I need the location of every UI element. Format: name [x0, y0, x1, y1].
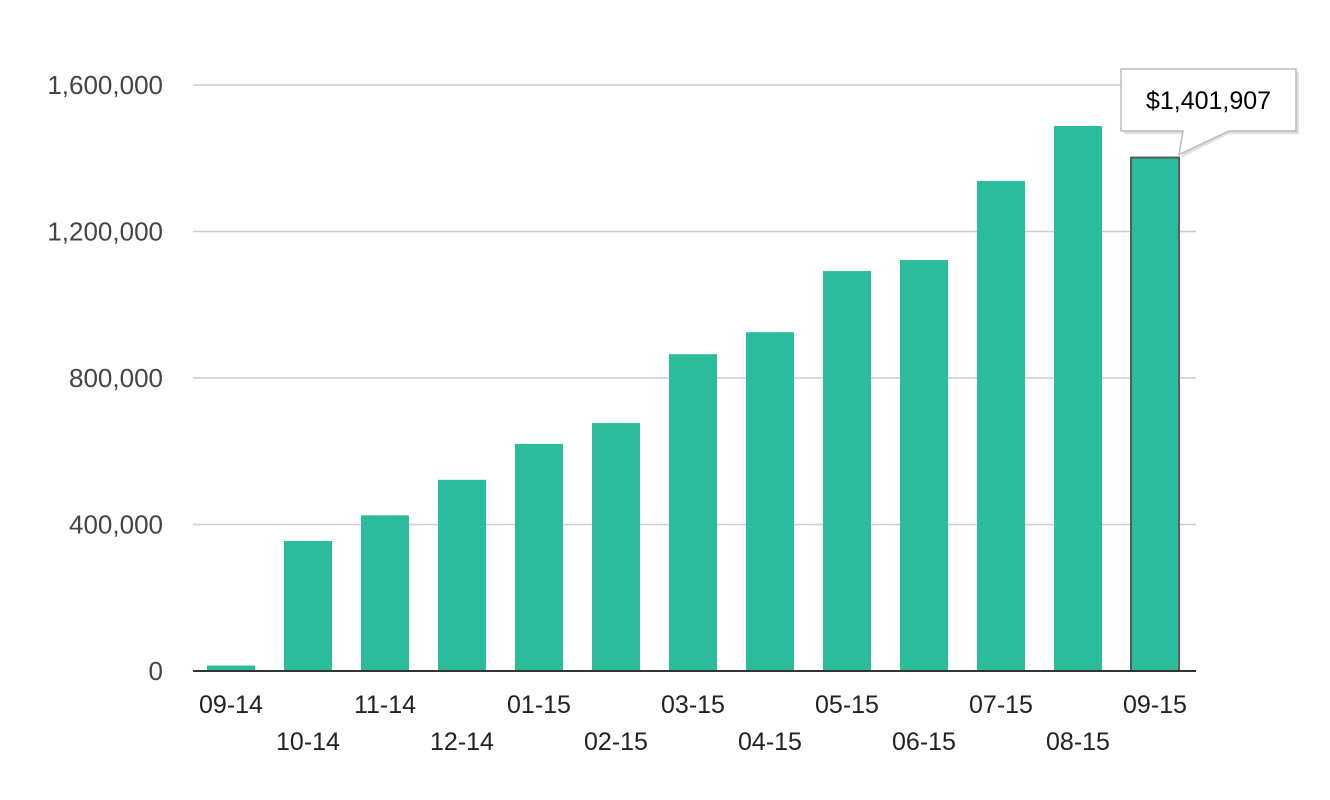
bar-11-14[interactable] — [361, 515, 409, 671]
y-axis-tick-labels: 0 400,000 800,000 1,200,000 1,600,000 — [47, 70, 163, 686]
x-tick-label: 06-15 — [892, 728, 956, 756]
x-tick-label: 11-14 — [354, 691, 416, 719]
y-tick-label: 800,000 — [69, 363, 163, 393]
x-tick-label: 09-14 — [199, 691, 263, 719]
bar-07-15[interactable] — [977, 180, 1025, 671]
bar-01-15[interactable] — [515, 443, 563, 671]
bar-10-14[interactable] — [284, 540, 332, 671]
x-tick-label: 03-15 — [661, 691, 725, 719]
x-tick-label: 10-14 — [276, 728, 340, 756]
tooltip-box — [1120, 68, 1297, 156]
bar-09-14[interactable] — [207, 665, 255, 671]
bar-02-15[interactable] — [592, 423, 640, 671]
x-tick-label: 04-15 — [738, 728, 802, 756]
y-tick-label: 0 — [149, 656, 163, 686]
bars — [207, 126, 1180, 672]
x-tick-label: 08-15 — [1046, 728, 1110, 756]
bar-06-15[interactable] — [900, 260, 948, 671]
x-tick-label: 01-15 — [507, 691, 571, 719]
tooltip-value: $1,401,907 — [1146, 87, 1271, 115]
bar-04-15[interactable] — [746, 332, 794, 671]
bar-09-15[interactable] — [1130, 156, 1180, 672]
y-tick-label: 400,000 — [69, 510, 163, 540]
x-tick-label: 05-15 — [815, 691, 879, 719]
x-tick-label: 07-15 — [969, 691, 1033, 719]
x-tick-label: 12-14 — [430, 728, 494, 756]
x-tick-label: 02-15 — [584, 728, 648, 756]
bar-12-14[interactable] — [438, 479, 486, 671]
bar-05-15[interactable] — [823, 271, 871, 671]
bar-03-15[interactable] — [669, 354, 717, 671]
x-tick-label: 09-15 — [1123, 691, 1187, 719]
bar-08-15[interactable] — [1054, 126, 1102, 671]
tooltip: $1,401,907 — [1120, 68, 1299, 158]
y-tick-label: 1,600,000 — [47, 70, 163, 100]
y-tick-label: 1,200,000 — [47, 217, 163, 247]
x-axis-tick-labels: 09-14 10-14 11-14 12-14 01-15 02-15 03-15 04-15… — [199, 691, 1187, 756]
